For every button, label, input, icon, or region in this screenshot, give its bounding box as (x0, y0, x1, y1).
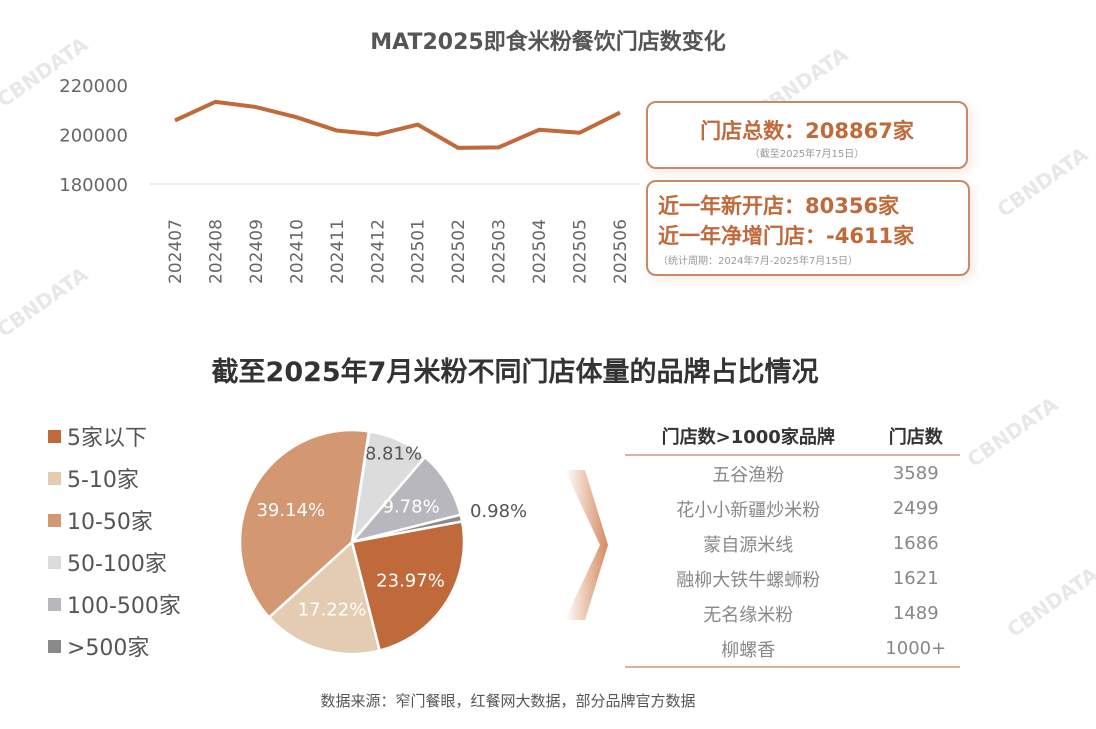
x-tick-label: 202503 (490, 219, 510, 284)
pie-data-label: 17.22% (298, 599, 367, 620)
legend-label: 100-500家 (67, 594, 181, 619)
table-row: 五谷渔粉 3589 (625, 455, 960, 491)
pie-data-label: 39.14% (256, 500, 325, 521)
legend-item: 5家以下 (48, 421, 147, 451)
pie-slice (267, 539, 382, 656)
legend-label: 5家以下 (67, 426, 147, 451)
legend-swatch (48, 471, 61, 485)
brand-name: 无名缘米粉 (703, 604, 794, 626)
table-header-brand: 门店数>1000家品牌 (625, 418, 872, 456)
period-note: （统计周期：2024年7月-2025年7月15日） (658, 256, 858, 267)
brand-name: 融柳大铁牛螺蛳粉 (676, 569, 821, 591)
new-stores: 近一年新开店：80356家 (658, 194, 900, 218)
legend-swatch (48, 513, 61, 527)
legend-item: >500家 (48, 631, 149, 661)
table-row: 花小小新疆炒米粉 2499 (625, 491, 960, 526)
x-tick-label: 202409 (247, 219, 267, 284)
brand-table: 门店数>1000家品牌 门店数 五谷渔粉 3589 花小小新疆炒米粉 2499 蒙自源米… (625, 418, 960, 668)
y-tick-label: 220000 (59, 76, 128, 97)
watermark: CBNDATA (1002, 562, 1096, 642)
legend-swatch (48, 639, 61, 653)
x-tick-label: 202410 (287, 219, 307, 284)
table-row: 柳螺香 1000+ (625, 631, 960, 668)
table-row: 无名缘米粉 1489 (625, 596, 960, 631)
brand-name: 柳螺香 (625, 631, 872, 668)
legend-label: 50-100家 (67, 552, 167, 577)
total-stores-box: 门店总数：208867家 （截至2025年7月15日） (646, 101, 968, 169)
yearly-stats-box: 近一年新开店：80356家 近一年净增门店：-4611家 （统计周期：2024年… (646, 180, 970, 276)
legend-label: 10-50家 (67, 510, 153, 535)
total-stores: 门店总数：208867家 (700, 119, 914, 143)
table-header-count: 门店数 (871, 418, 960, 456)
pie-chart: 8.81% 9.78% 0.98% 23.97% 17.22% 39.14% (238, 428, 527, 656)
line-chart: 220000 200000 180000 202407 202408 202409 2024… (59, 76, 640, 284)
data-source: 数据来源：窄门餐眼，红餐网大数据，部分品牌官方数据 (320, 692, 696, 710)
x-tick-label: 202505 (571, 219, 591, 284)
brand-name: 五谷渔粉 (712, 464, 785, 486)
table-row: 蒙自源米线 1686 (625, 526, 960, 561)
store-count: 1621 (892, 568, 939, 589)
legend-label: 5-10家 (67, 468, 139, 493)
store-count: 3589 (892, 463, 939, 484)
legend-swatch (48, 429, 61, 443)
legend-label: >500家 (67, 636, 150, 661)
x-tick-label: 202411 (328, 219, 348, 284)
legend-item: 100-500家 (48, 589, 181, 619)
table-row: 融柳大铁牛螺蛳粉 1621 (625, 561, 960, 596)
pie-data-label: 8.81% (365, 444, 422, 465)
legend-swatch (48, 597, 61, 611)
brand-name: 花小小新疆炒米粉 (676, 499, 821, 521)
net-stores: 近一年净增门店：-4611家 (658, 224, 915, 248)
pie-data-label: 0.98% (470, 501, 527, 522)
pie-slice (238, 428, 371, 620)
pie-slice (350, 520, 466, 653)
store-count: 1000+ (871, 631, 960, 668)
line-chart-title: MAT2025即食米粉餐饮门店数变化 (370, 30, 726, 55)
brand-name: 蒙自源米线 (703, 534, 794, 556)
x-tick-label: 202504 (530, 219, 550, 284)
watermark: CBNDATA (992, 142, 1093, 222)
store-count: 1489 (892, 603, 939, 624)
y-tick-label: 180000 (59, 175, 128, 196)
legend-item: 50-100家 (48, 547, 167, 577)
line-series (174, 99, 621, 150)
legend-item: 5-10家 (48, 463, 139, 493)
x-tick-label: 202506 (611, 219, 631, 284)
store-count: 1686 (892, 533, 939, 554)
x-tick-label: 202412 (368, 219, 388, 284)
pie-data-label: 9.78% (382, 497, 439, 518)
legend-swatch (48, 555, 61, 569)
pie-data-label: 23.97% (376, 570, 445, 591)
x-tick-label: 202408 (206, 219, 226, 284)
total-stores-note: （截至2025年7月15日） (749, 149, 865, 160)
watermark: CBNDATA (962, 392, 1063, 472)
pie-chart-title: 截至2025年7月米粉不同门店体量的品牌占比情况 (211, 357, 819, 388)
chevron-right-icon (565, 470, 608, 620)
x-tick-label: 202501 (409, 219, 429, 284)
legend-item: 10-50家 (48, 505, 153, 535)
x-tick-label: 202502 (449, 219, 469, 284)
x-tick-label: 202407 (166, 219, 186, 284)
store-count: 2499 (892, 498, 939, 519)
table-header-row: 门店数>1000家品牌 门店数 (625, 418, 960, 456)
y-tick-label: 200000 (59, 126, 128, 147)
